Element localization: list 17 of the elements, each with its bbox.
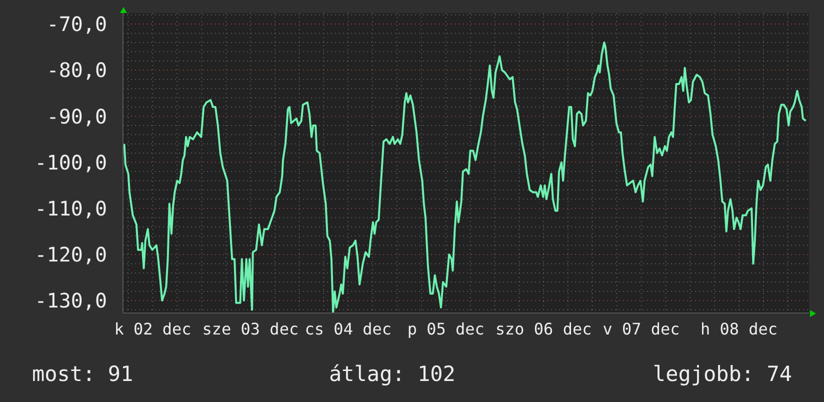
text: most: 91 [32, 361, 134, 387]
y-tick-label: -90,0 [46, 104, 107, 128]
x-tick-label: cs 04 dec [304, 319, 392, 338]
text: legjobb: 74 [652, 361, 792, 387]
y-tick-label: -130,0 [34, 288, 107, 313]
x-tick-label: h 08 dec [700, 319, 778, 338]
y-tick-label: -70,0 [46, 12, 107, 36]
x-tick-label: v 07 dec [602, 319, 680, 338]
y-tick-label: -120,0 [34, 242, 107, 267]
x-tick-label: k 02 dec [114, 319, 192, 338]
x-tick-label: sze 03 dec [202, 319, 299, 338]
text: átlag: 102 [329, 361, 456, 387]
x-tick-label: szo 06 dec [495, 319, 592, 338]
y-tick-label: -100,0 [34, 150, 107, 174]
x-tick-label: p 05 dec [407, 319, 484, 338]
y-tick-label: -110,0 [34, 196, 107, 220]
y-tick-label: -80,0 [46, 58, 107, 82]
